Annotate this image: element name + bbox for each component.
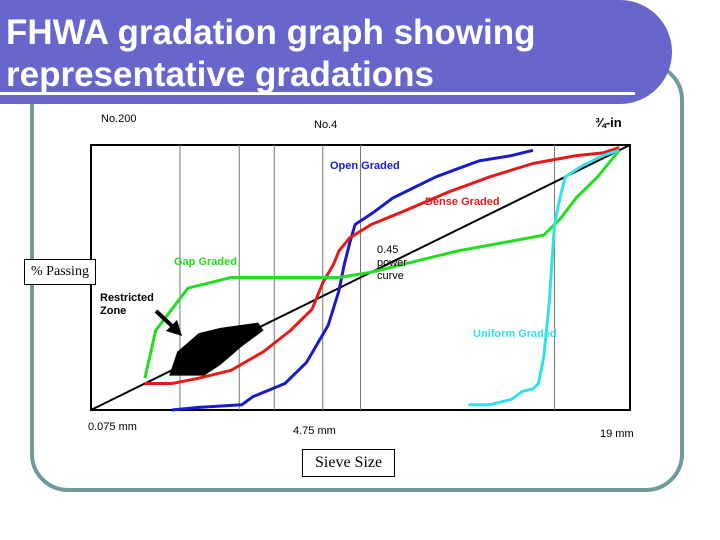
label-uniform-graded: Uniform Graded — [473, 328, 557, 340]
tick-three-quarter-in: ¾-in — [595, 115, 622, 130]
restricted-zone-shape — [169, 322, 264, 376]
title-banner: FHWA gradation graph showing representat… — [0, 0, 672, 104]
tick-475mm: 4.75 mm — [293, 425, 336, 437]
title-line-2: representative gradations — [6, 55, 434, 94]
restricted-zone-arrow — [154, 309, 182, 336]
series-line-dense-graded — [144, 146, 620, 385]
title-line-1: FHWA gradation graph showing — [6, 13, 536, 52]
x-axis-label: Sieve Size — [302, 449, 396, 477]
label-gap-graded: Gap Graded — [174, 256, 237, 268]
label-restricted-zone: Restricted Zone — [100, 292, 154, 317]
tick-19mm: 19 mm — [600, 428, 634, 440]
tick-0075mm: 0.075 mm — [88, 421, 137, 433]
series-line-uniform-graded — [468, 148, 620, 407]
series-line-open-graded — [171, 148, 534, 412]
label-power-curve: 0.45 power curve — [377, 244, 407, 282]
y-axis-label: % Passing — [24, 259, 96, 285]
slide-title: FHWA gradation graph showing representat… — [6, 12, 536, 96]
series-line-gap-graded — [143, 149, 621, 379]
tick-no4: No.4 — [314, 119, 338, 131]
arrow-head — [166, 320, 182, 336]
title-underline — [0, 92, 635, 95]
arrow-shaft — [154, 309, 174, 328]
label-open-graded: Open Graded — [330, 160, 400, 172]
tick-no200: No.200 — [101, 113, 137, 125]
label-dense-graded: Dense Graded — [425, 196, 500, 208]
